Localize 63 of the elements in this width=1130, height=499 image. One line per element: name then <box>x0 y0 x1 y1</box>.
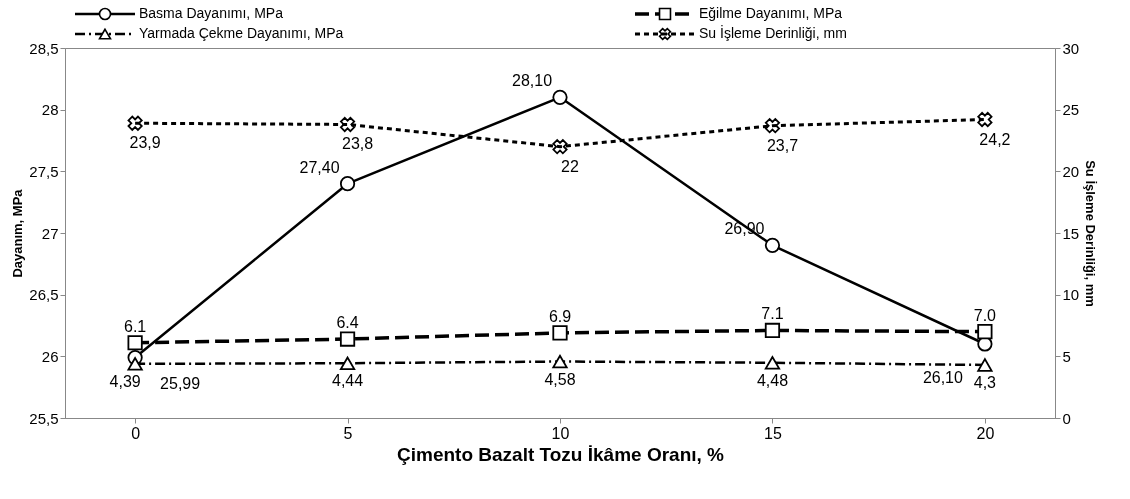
data-label: 6.1 <box>123 317 147 335</box>
legend-label: Yarmada Çekme Dayanımı, MPa <box>139 25 344 41</box>
y2-tick-label: 25 <box>1062 101 1080 119</box>
data-label: 4,44 <box>331 372 364 390</box>
x-tick-label: 15 <box>764 424 782 442</box>
data-label: 23,9 <box>129 134 161 152</box>
x-tick-label: 5 <box>343 424 353 442</box>
y2-tick-label: 15 <box>1062 224 1080 242</box>
data-label: 25,99 <box>160 374 201 392</box>
data-label: 7.0 <box>973 306 997 324</box>
point <box>977 111 993 128</box>
y-axis-title: Dayanım, MPa <box>10 188 26 278</box>
y-tick-label: 27 <box>41 224 59 242</box>
data-label: 27,40 <box>299 158 340 176</box>
data-label: 4,48 <box>756 371 789 389</box>
legend-label: Su İşleme Derinliği, mm <box>699 24 847 41</box>
data-label: 26,10 <box>922 369 964 386</box>
y2-tick-label: 5 <box>1062 347 1071 365</box>
point <box>552 139 568 155</box>
data-label: 6.4 <box>336 314 359 332</box>
data-label: 23,7 <box>766 136 799 154</box>
point <box>552 354 568 369</box>
point <box>552 325 568 341</box>
data-label: 24,2 <box>979 130 1011 148</box>
point <box>339 176 356 192</box>
x-axis-title: Çimento Bazalt Tozu İkâme Oranı, % <box>397 443 725 465</box>
y2-tick-label: 10 <box>1062 286 1080 304</box>
data-label: 4,3 <box>973 373 997 391</box>
y-tick-label: 25,5 <box>29 409 59 427</box>
x-tick-label: 0 <box>131 424 141 442</box>
legend-label: Eğilme Dayanımı, MPa <box>699 5 843 21</box>
legend-label: Basma Dayanımı, MPa <box>139 5 284 21</box>
y2-tick-label: 0 <box>1062 409 1071 427</box>
point <box>977 358 993 372</box>
data-label: 23,8 <box>341 135 374 153</box>
y2-tick-label: 20 <box>1062 162 1080 180</box>
x-tick-label: 20 <box>976 424 995 442</box>
x-tick-label: 10 <box>551 424 570 442</box>
point <box>339 331 356 347</box>
y-tick-label: 28 <box>41 101 59 119</box>
point <box>977 324 993 340</box>
point <box>764 237 781 253</box>
y2-axis-title: Su İşleme Derinliği, mm <box>1083 160 1099 307</box>
point <box>339 356 356 370</box>
data-label: 28,10 <box>511 72 553 90</box>
y2-tick-label: 30 <box>1062 39 1080 57</box>
point <box>127 357 143 371</box>
y-tick-label: 28,5 <box>29 39 59 57</box>
data-label: 4,58 <box>544 370 576 388</box>
point <box>127 335 143 351</box>
point <box>127 115 143 131</box>
y-tick-label: 26,5 <box>29 286 59 304</box>
data-label: 7.1 <box>761 305 784 323</box>
point <box>764 322 781 339</box>
data-label: 6.9 <box>548 307 572 325</box>
data-label: 22 <box>561 157 579 175</box>
point <box>764 356 781 370</box>
y-tick-label: 27,5 <box>29 162 59 180</box>
point <box>764 118 780 134</box>
point <box>552 89 568 105</box>
point <box>340 116 356 133</box>
data-label: 4,39 <box>109 372 141 390</box>
y-tick-label: 26 <box>41 347 59 365</box>
